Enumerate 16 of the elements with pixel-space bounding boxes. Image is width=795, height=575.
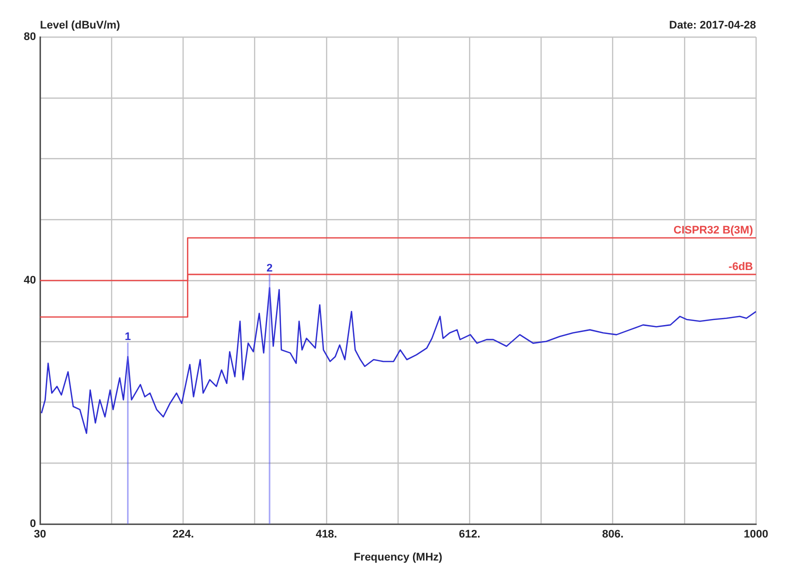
x-tick-label: 224. xyxy=(172,528,194,541)
x-tick-label: 806. xyxy=(602,528,624,541)
y-tick-label: 0 xyxy=(30,518,36,530)
y-axis-title: Level (dBuV/m) xyxy=(40,20,120,32)
x-tick-label: 418. xyxy=(316,528,338,541)
x-tick-label: 612. xyxy=(458,528,480,541)
series-label: CISPR32 B(3M) xyxy=(674,224,754,236)
y-tick-label: 80 xyxy=(24,31,36,44)
series-label: -6dB xyxy=(728,260,754,273)
x-tick-label: 30 xyxy=(34,528,46,541)
annotation: 1 xyxy=(124,331,131,344)
y-tick-label: 40 xyxy=(24,274,36,287)
x-axis-title: Frequency (MHz) xyxy=(354,552,443,564)
text: Date: 2017-04-28 xyxy=(669,20,756,32)
annotation: 2 xyxy=(266,262,273,274)
x-tick-label: 1000 xyxy=(744,528,768,541)
